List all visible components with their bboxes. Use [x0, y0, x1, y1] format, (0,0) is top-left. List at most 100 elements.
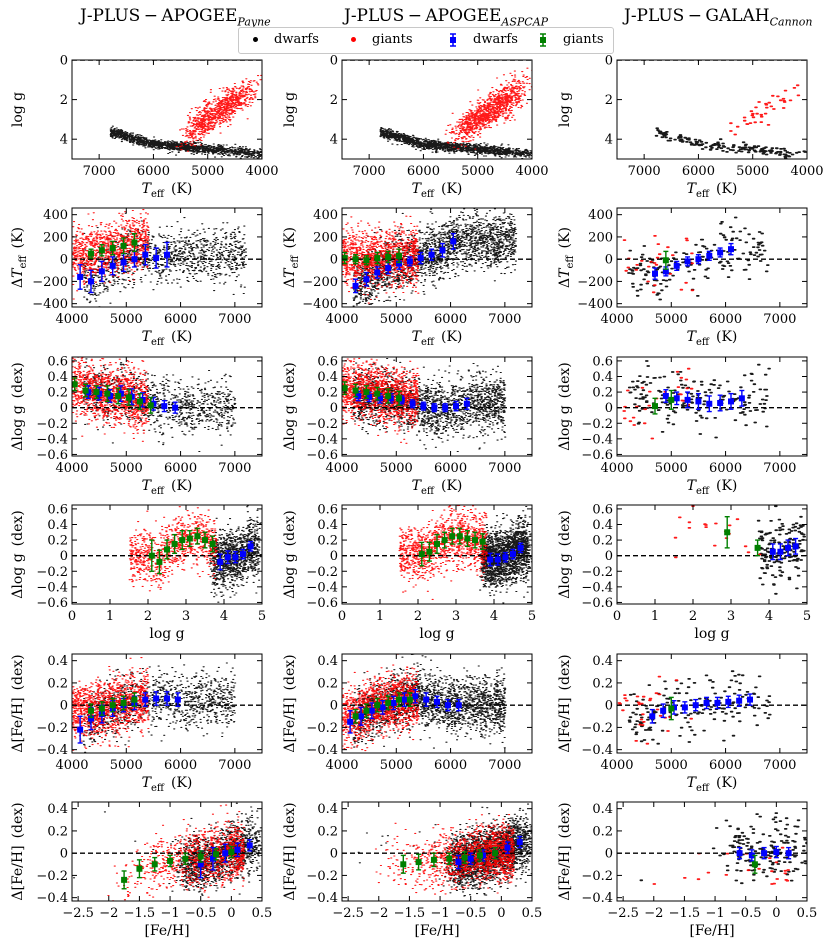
y-tick-label: 0 — [605, 54, 613, 69]
bin-marker — [396, 696, 402, 703]
errorbar-dwarfs — [153, 691, 160, 706]
panel-frame — [616, 356, 808, 457]
errorbar-giants — [148, 539, 155, 572]
bin-marker — [104, 390, 111, 397]
x-tick-label: 6000 — [164, 758, 197, 773]
errorbar-dwarfs — [662, 389, 669, 403]
bin-marker — [681, 704, 688, 711]
bin-marker — [423, 696, 430, 703]
bin-marker — [342, 255, 348, 262]
axis-label: Δ[Fe/H] (dex) — [10, 802, 26, 900]
panel-frame — [341, 504, 533, 605]
errorbar-giants — [418, 541, 425, 567]
x-tick-label: 6000 — [137, 164, 170, 179]
errorbar-giants — [179, 530, 186, 551]
errorbar-giants — [197, 850, 204, 863]
bin-marker — [668, 705, 675, 712]
panel-frame — [341, 356, 533, 457]
errorbar-dwarfs — [409, 399, 416, 409]
y-tick-label: 0 — [330, 699, 338, 714]
y-tick-label: −400 — [577, 297, 613, 312]
bin-marker — [82, 387, 89, 394]
bin-marker — [77, 726, 84, 733]
bin-marker — [439, 247, 446, 254]
bin-marker — [456, 533, 463, 540]
y-tick-label: 200 — [313, 230, 338, 245]
x-tick-label: 7000 — [488, 461, 521, 476]
errorbar-dwarfs — [161, 399, 168, 413]
errorbar-giants — [194, 527, 201, 545]
bin-marker — [415, 859, 422, 866]
errorbar-giants — [167, 854, 174, 868]
errorbar-giants — [98, 701, 105, 716]
x-tick-label: −2 — [99, 906, 118, 921]
y-tick-label: 0.2 — [592, 386, 613, 401]
column-title-main: J-PLUS − APOGEE — [80, 6, 238, 26]
errorbar-dwarfs — [706, 250, 713, 261]
x-tick-label: 1 — [106, 609, 114, 624]
errorbar-dwarfs — [494, 553, 501, 566]
errorbar-giants — [109, 240, 116, 256]
bin-marker — [692, 702, 699, 709]
bin-marker — [385, 699, 392, 706]
y-tick-label: −0.4 — [306, 891, 338, 906]
errorbar-giants — [151, 856, 158, 872]
y-tick-label: 0.2 — [317, 824, 338, 839]
column-title-aspcap: J-PLUS − APOGEEASPCAP — [344, 6, 548, 28]
bin-marker — [352, 387, 359, 394]
errorbar-dwarfs — [423, 692, 430, 707]
bin-marker — [453, 403, 459, 410]
bin-marker — [352, 256, 359, 263]
errorbar-dwarfs — [502, 551, 509, 563]
bin-marker — [363, 389, 370, 396]
errorbar-dwarfs — [164, 241, 170, 268]
y-tick-label: −0.4 — [36, 891, 68, 906]
y-tick-label: −0.6 — [581, 596, 613, 611]
bin-marker — [769, 548, 776, 555]
y-tick-label: 0.6 — [47, 502, 68, 517]
bin-marker — [151, 861, 158, 868]
errorbar-dwarfs — [224, 550, 231, 565]
axis-label: ΔTeff (K) — [557, 227, 576, 288]
y-tick-label: −0.6 — [306, 448, 338, 463]
x-tick-label: 1 — [376, 609, 384, 624]
bin-marker — [479, 538, 486, 545]
bin-marker — [120, 242, 127, 249]
errorbar-dwarfs — [747, 693, 753, 706]
x-tick-label: 7000 — [763, 461, 796, 476]
bin-marker — [761, 850, 768, 857]
axis-label: Teff (K) — [687, 329, 738, 348]
panel-frame — [616, 207, 808, 308]
y-tick-label: −0.2 — [581, 565, 613, 580]
bin-marker — [406, 258, 413, 265]
legend-entry-giants: giants — [351, 32, 413, 47]
panel-frame — [71, 653, 263, 754]
x-tick-label: 4000 — [600, 461, 633, 476]
x-tick-label: 4000 — [790, 164, 823, 179]
bin-marker — [736, 850, 743, 857]
errorbar-giants — [751, 854, 758, 874]
errorbar-dwarfs — [390, 695, 397, 711]
x-tick-label: 2 — [414, 609, 422, 624]
bin-marker — [120, 259, 127, 266]
bin-marker — [120, 699, 127, 706]
panel-4-1: 4000 5000 6000 7000 −0.4 −0.2 0 0.2 0.4 Δ[Fe/H] (… — [282, 653, 533, 773]
bin-marker — [374, 255, 381, 262]
bin-marker — [662, 268, 669, 275]
errorbar-giants — [115, 387, 122, 405]
x-tick-label: −1 — [705, 906, 724, 921]
errorbar-dwarfs — [695, 254, 702, 265]
errorbar-dwarfs — [142, 244, 149, 266]
y-tick-label: 0.2 — [317, 676, 338, 691]
bin-marker — [352, 713, 359, 720]
bin-marker — [773, 849, 780, 856]
x-tick-label: 3 — [727, 609, 735, 624]
errorbar-dwarfs — [153, 247, 160, 269]
axis-label: Δ[Fe/H] (dex) — [282, 802, 298, 900]
bin-marker — [385, 392, 392, 399]
x-tick-label: 5000 — [380, 461, 413, 476]
x-tick-label: 5000 — [736, 164, 769, 179]
errorbar-dwarfs — [517, 542, 524, 554]
bin-marker — [136, 398, 143, 405]
